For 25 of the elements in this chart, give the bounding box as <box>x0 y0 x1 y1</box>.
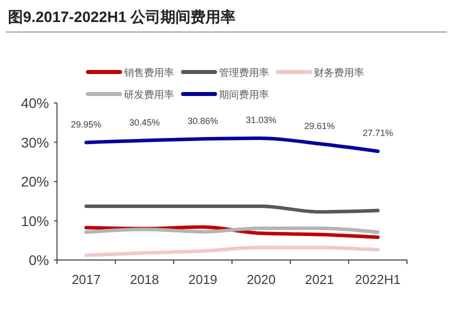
data-label: 29.61% <box>304 120 335 131</box>
line-series <box>84 246 380 258</box>
x-tick-label: 2017 <box>72 272 101 287</box>
legend-label: 期间费用率 <box>219 89 269 101</box>
x-tick-label: 2020 <box>246 272 276 287</box>
data-label: 30.86% <box>188 116 218 126</box>
y-tick-label: 40% <box>20 95 49 111</box>
y-tick-label: 10% <box>20 212 49 229</box>
data-label: 29.95% <box>70 119 102 130</box>
legend-label: 研发费用率 <box>124 89 174 101</box>
line-series <box>84 136 380 153</box>
legend-label: 财务费用率 <box>314 67 364 79</box>
y-tick-label: 30% <box>20 134 49 150</box>
data-label: 27.71% <box>362 128 394 138</box>
y-tick-label: 20% <box>20 174 49 190</box>
x-tick-label: 2022H1 <box>355 272 401 287</box>
data-label: 31.03% <box>246 115 276 126</box>
chart-title: 图9.2017-2022H1 公司期间费用率 <box>8 8 236 26</box>
x-tick-label: 2018 <box>130 272 159 287</box>
x-tick-label: 2019 <box>188 272 218 287</box>
data-label: 30.45% <box>129 117 160 128</box>
y-tick-label: 0% <box>28 252 49 268</box>
legend-label: 管理费用率 <box>219 67 269 79</box>
x-tick-label: 2021 <box>305 272 334 287</box>
legend-label: 销售费用率 <box>123 67 174 79</box>
